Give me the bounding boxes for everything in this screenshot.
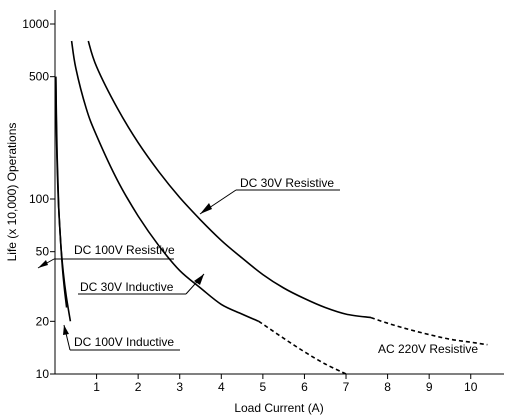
x-tick-label: 4: [218, 380, 225, 394]
series-layer: [55, 40, 488, 375]
label-dc100v-inductive: DC 100V Inductive: [74, 335, 174, 349]
x-tick-label: 10: [464, 380, 478, 394]
arrowhead-dc30i: [194, 274, 204, 285]
x-tick-label: 8: [384, 380, 391, 394]
series-line-dc-30v-inductive: [70, 40, 260, 323]
arrowhead-dc100i: [63, 325, 69, 335]
y-tick-label: 1000: [22, 17, 49, 31]
label-dc100v-resistive: DC 100V Resistive: [74, 243, 175, 257]
series-line-ac-220v-resistive: [370, 316, 488, 346]
label-ac220v-resistive: AC 220V Resistive: [378, 342, 478, 356]
x-tick-label: 6: [301, 380, 308, 394]
series-line-dc-30v-inductive-extrapolated: [258, 320, 347, 375]
y-tick-label: 500: [29, 70, 49, 84]
y-tick-label: 100: [29, 192, 49, 206]
x-tick-label: 1: [93, 380, 100, 394]
series-line-dc-100v-resistive: [55, 76, 68, 308]
series-line-dc-30v-resistive: [87, 40, 372, 319]
x-axis-title: Load Current (A): [234, 401, 323, 415]
y-tick-label: 20: [36, 314, 50, 328]
annotations: DC 30V Resistive AC 220V Resistive DC 30…: [37, 176, 478, 356]
y-tick-label: 50: [36, 245, 50, 259]
x-tick-label: 3: [176, 380, 183, 394]
y-axis-title: Life (x 10,000) Operations: [5, 123, 19, 262]
x-tick-label: 5: [260, 380, 267, 394]
arrowhead-dc30r: [200, 203, 212, 214]
x-tick-label: 7: [343, 380, 350, 394]
x-tick-label: 9: [426, 380, 433, 394]
ticks: 1 2 3 4 5 6 7 8 9 10 10 20 50 100 500 1000: [22, 17, 477, 394]
arrowhead-dc100r: [38, 260, 48, 268]
axes: [54, 10, 504, 375]
x-tick-label: 2: [135, 380, 142, 394]
label-dc30v-resistive: DC 30V Resistive: [240, 176, 334, 190]
y-tick-label: 10: [36, 367, 50, 381]
series-line-dc-100v-inductive: [55, 76, 72, 322]
label-dc30v-inductive: DC 30V Inductive: [80, 280, 174, 294]
